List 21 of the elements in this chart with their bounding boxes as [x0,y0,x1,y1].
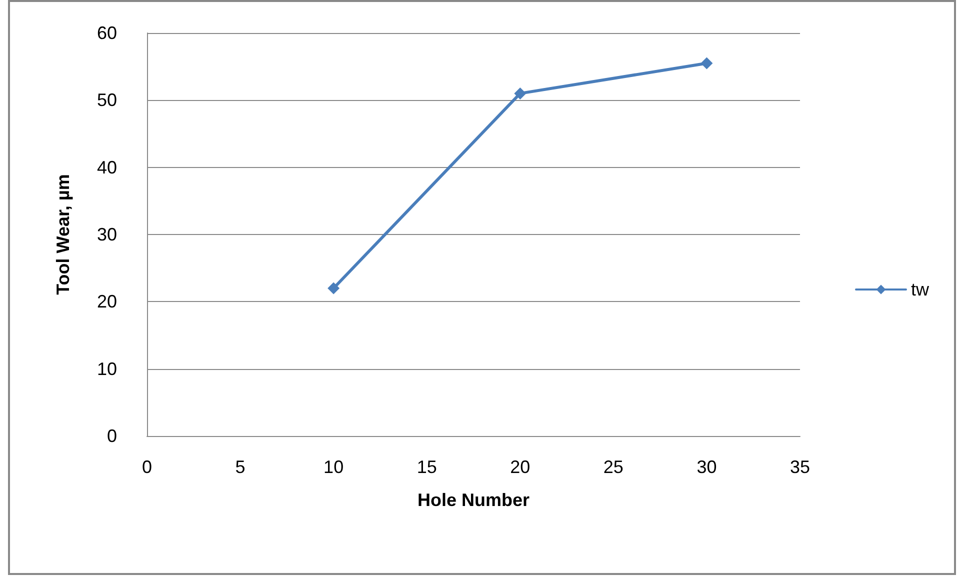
x-axis-title: Hole Number [417,490,530,510]
y-tick-label: 60 [96,23,117,43]
y-tick-label: 20 [96,292,117,312]
x-tick-label: 20 [510,457,530,477]
x-tick-label: 0 [142,457,152,477]
x-tick-label: 10 [324,457,344,477]
y-tick-label: 30 [96,224,117,244]
x-tick-label: 15 [416,457,437,477]
point [328,282,340,294]
y-tick-label: 0 [106,426,117,446]
y-tick-label: 10 [96,358,117,379]
point [700,57,713,70]
x-tick-label: 25 [603,457,624,477]
legend-label: tw [911,280,930,300]
x-tick-label: 35 [790,457,810,477]
y-axis-title: Tool Wear, µm [53,174,73,295]
x-tick-label: 5 [235,457,246,477]
y-tick-label: 50 [96,90,117,110]
point [514,87,526,100]
x-tick-label: 30 [696,457,717,477]
y-tick-label: 40 [96,157,117,178]
